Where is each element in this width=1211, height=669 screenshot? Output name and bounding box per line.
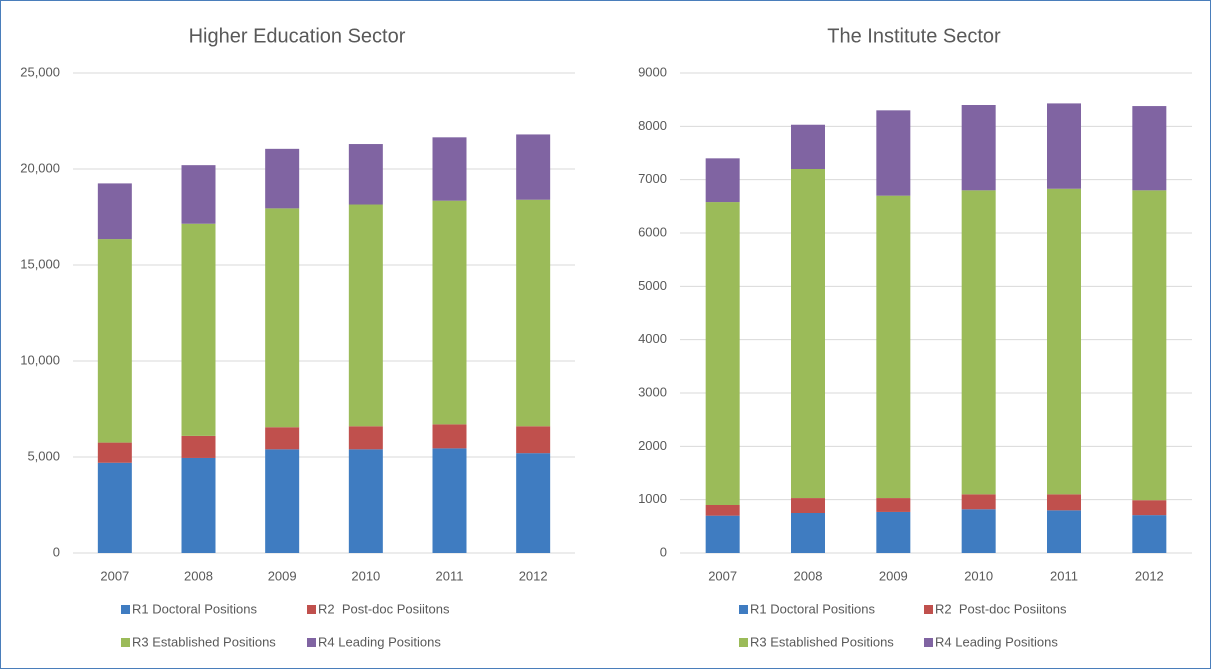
x-tick-label: 2011 bbox=[436, 568, 464, 583]
x-tick-label: 2008 bbox=[794, 568, 823, 583]
bar-segment bbox=[1132, 190, 1167, 501]
y-tick-label: 20,000 bbox=[20, 160, 60, 175]
legend-swatch bbox=[924, 638, 933, 647]
y-tick-label: 4000 bbox=[638, 331, 667, 346]
bar-segment bbox=[348, 144, 383, 205]
bar-segment bbox=[97, 239, 132, 443]
x-tick-label: 2009 bbox=[268, 568, 297, 583]
chart-title: The Institute Sector bbox=[827, 25, 1001, 47]
bar-segment bbox=[1047, 103, 1081, 189]
y-tick-label: 7000 bbox=[638, 171, 667, 186]
bar-segment bbox=[961, 105, 996, 191]
chart-title: Higher Education Sector bbox=[189, 25, 406, 47]
bar-segment bbox=[1047, 494, 1081, 511]
y-tick-label: 5000 bbox=[638, 278, 667, 293]
bar-segment bbox=[97, 462, 132, 553]
bar-segment bbox=[348, 426, 383, 450]
bar-segment bbox=[876, 110, 911, 196]
legend-swatch bbox=[307, 638, 316, 647]
y-tick-label: 2000 bbox=[638, 438, 667, 453]
legend-swatch bbox=[739, 638, 748, 647]
y-tick-label: 8000 bbox=[638, 118, 667, 133]
legend-swatch bbox=[307, 605, 316, 614]
bar-segment bbox=[265, 427, 300, 450]
x-tick-label: 2008 bbox=[184, 568, 213, 583]
y-tick-label: 3000 bbox=[638, 384, 667, 399]
bar-segment bbox=[791, 169, 825, 499]
bar-segment bbox=[181, 435, 216, 458]
bar-segment bbox=[705, 515, 740, 553]
bar-segment bbox=[791, 498, 825, 513]
bar-segment bbox=[876, 498, 911, 512]
legend-label: R3 Established Positions bbox=[132, 634, 276, 649]
legend-swatch bbox=[739, 605, 748, 614]
bar-segment bbox=[961, 494, 996, 510]
x-tick-label: 2010 bbox=[351, 568, 380, 583]
bar-segment bbox=[516, 453, 551, 553]
bar-segment bbox=[97, 183, 132, 240]
bar-segment bbox=[516, 134, 551, 200]
bar-segment bbox=[516, 199, 551, 427]
bar-segment bbox=[432, 424, 467, 449]
bar-segment bbox=[1132, 106, 1167, 191]
bar-segment bbox=[1132, 515, 1167, 553]
bar-segment bbox=[348, 449, 383, 553]
bar-segment bbox=[97, 442, 132, 463]
bar-segment bbox=[961, 509, 996, 553]
bar-segment bbox=[265, 148, 300, 209]
bar-segment bbox=[961, 190, 996, 495]
y-tick-label: 15,000 bbox=[20, 256, 60, 271]
legend-swatch bbox=[924, 605, 933, 614]
bar-segment bbox=[181, 223, 216, 436]
bar-segment bbox=[181, 165, 216, 224]
legend-swatch bbox=[121, 605, 130, 614]
legend-label: R4 Leading Positions bbox=[318, 634, 441, 649]
y-tick-label: 1000 bbox=[638, 491, 667, 506]
bar-segment bbox=[876, 511, 911, 553]
bar-segment bbox=[705, 505, 740, 516]
legend-label: R3 Established Positions bbox=[750, 634, 894, 649]
bar-segment bbox=[432, 200, 467, 425]
x-tick-label: 2012 bbox=[1135, 568, 1164, 583]
bar-segment bbox=[432, 448, 467, 553]
bar-segment bbox=[705, 202, 740, 506]
legend-label: R2 Post-doc Posiitons bbox=[318, 601, 450, 616]
y-tick-label: 10,000 bbox=[20, 352, 60, 367]
legend-label: R2 Post-doc Posiitons bbox=[935, 601, 1067, 616]
bar-segment bbox=[1047, 188, 1081, 495]
y-tick-label: 5,000 bbox=[27, 448, 60, 463]
bar-segment bbox=[348, 204, 383, 427]
bar-segment bbox=[265, 449, 300, 553]
x-tick-label: 2012 bbox=[519, 568, 548, 583]
bar-segment bbox=[265, 208, 300, 428]
bar-segment bbox=[516, 426, 551, 454]
bar-segment bbox=[791, 513, 825, 553]
bar-segment bbox=[1132, 500, 1167, 516]
y-tick-label: 9000 bbox=[638, 64, 667, 79]
y-tick-label: 0 bbox=[660, 544, 667, 559]
bar-segment bbox=[705, 158, 740, 203]
y-tick-label: 25,000 bbox=[20, 64, 60, 79]
x-tick-label: 2007 bbox=[708, 568, 737, 583]
x-tick-label: 2009 bbox=[879, 568, 908, 583]
bar-segment bbox=[1047, 510, 1081, 553]
legend-label: R1 Doctoral Positions bbox=[132, 601, 257, 616]
bar-segment bbox=[181, 457, 216, 553]
bar-segment bbox=[432, 137, 467, 201]
x-tick-label: 2011 bbox=[1050, 568, 1078, 583]
x-tick-label: 2010 bbox=[964, 568, 993, 583]
x-tick-label: 2007 bbox=[100, 568, 129, 583]
legend-label: R4 Leading Positions bbox=[935, 634, 1058, 649]
bar-segment bbox=[876, 195, 911, 499]
y-tick-label: 6000 bbox=[638, 224, 667, 239]
legend-label: R1 Doctoral Positions bbox=[750, 601, 875, 616]
bar-segment bbox=[791, 124, 825, 169]
legend-swatch bbox=[121, 638, 130, 647]
y-tick-label: 0 bbox=[53, 544, 60, 559]
